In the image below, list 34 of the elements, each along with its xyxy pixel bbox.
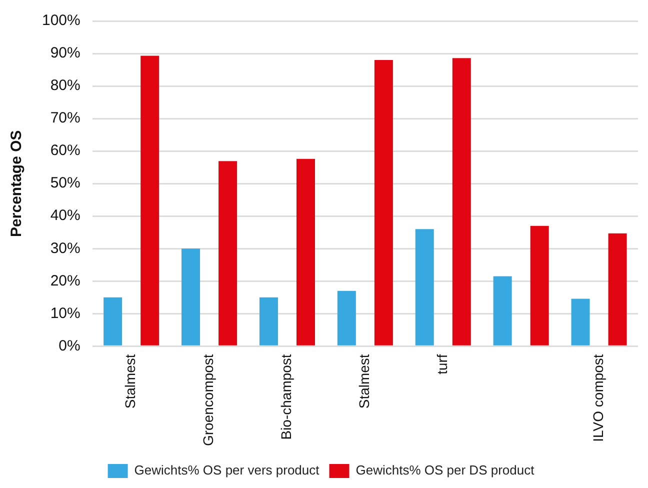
x-tick-label: Groencompost [200,354,216,446]
bar [452,58,471,346]
x-tick-label: Stalmest [356,354,372,409]
legend-label: Gewichts% OS per DS product [356,462,535,478]
bar [337,290,356,346]
bar [182,248,200,346]
y-tick-label: 40% [50,207,80,224]
bar [296,158,316,346]
bar [374,60,393,346]
x-tick-label: Bio-champost [278,354,294,440]
bar [140,56,160,346]
y-tick-label: 0% [58,337,80,354]
y-tick-label: 10% [50,304,80,322]
y-tick-label: 20% [50,272,80,290]
y-tick-label: 70% [50,110,80,127]
bar [104,297,122,346]
bar [493,276,512,346]
bar [608,233,627,346]
x-tick-label: turf [434,354,450,374]
y-tick-label: 60% [50,142,80,160]
y-axis-title: Percentage OS [8,130,26,237]
bar [259,297,278,346]
x-tick-label: Stalmest [122,354,138,409]
y-tick-label: 30% [50,240,80,257]
y-tick-label: 90% [50,44,80,62]
y-tick-label: 50% [50,174,80,192]
y-tick-label: 100% [42,12,80,30]
y-tick-label: 80% [50,77,80,94]
bar [530,226,549,346]
bar [571,298,590,346]
legend-label: Gewichts% OS per vers product [134,462,320,478]
x-tick-label: ILVO compost [590,354,606,442]
bar [415,229,434,346]
bar [218,161,238,346]
